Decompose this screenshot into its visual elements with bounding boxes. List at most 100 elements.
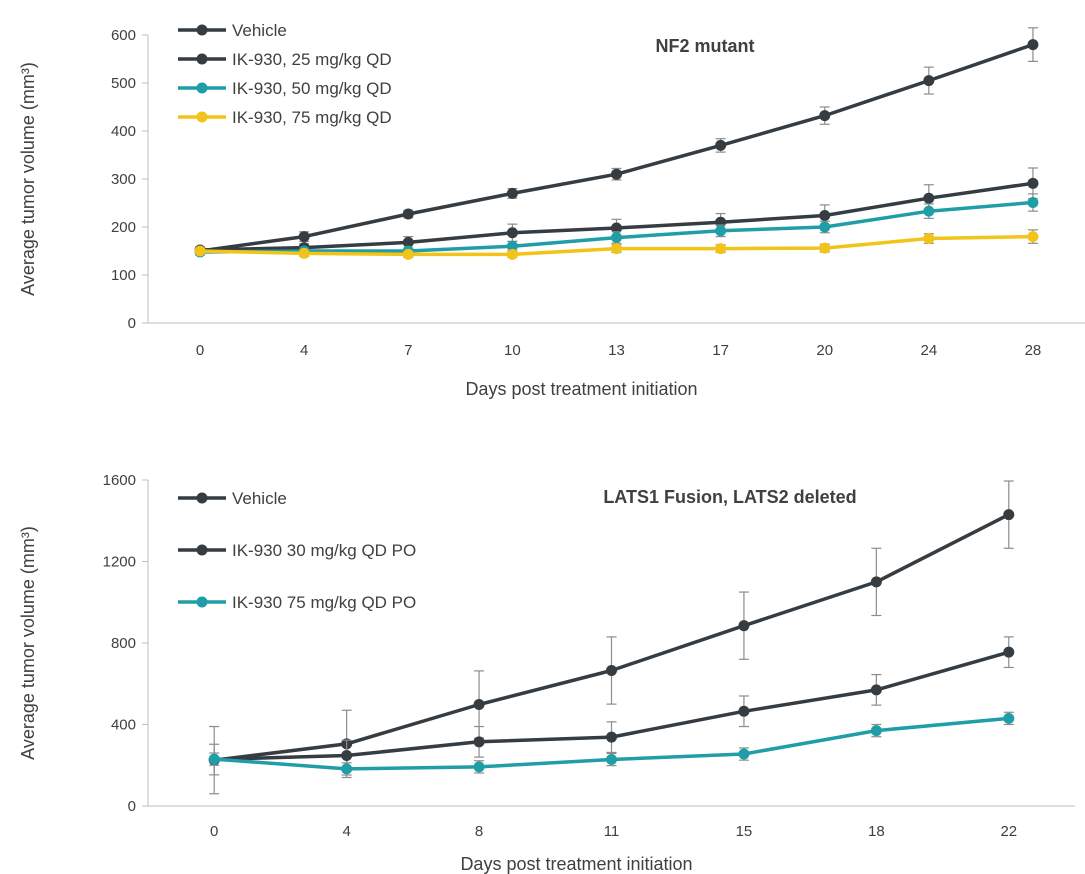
x-tick-label: 28 (1025, 342, 1042, 359)
legend-label: Vehicle (232, 21, 287, 40)
data-point (923, 75, 935, 87)
data-point (341, 749, 353, 761)
data-point (606, 754, 617, 766)
y-tick-label: 500 (111, 75, 136, 92)
data-point (738, 705, 750, 717)
series-3 (208, 711, 1015, 776)
data-point (298, 247, 310, 259)
data-point (819, 110, 831, 122)
legend-label: Vehicle (232, 489, 287, 508)
data-point (402, 208, 414, 220)
data-point (1027, 197, 1039, 209)
legend-label: IK-930, 50 mg/kg QD (232, 79, 392, 98)
y-tick-label: 1600 (103, 472, 136, 489)
data-point (473, 761, 485, 773)
chart-2: 0 400 800 1200 1600 0 4 8 11 15 18 22 Days post trea… (18, 472, 1075, 874)
data-point (473, 699, 485, 711)
x-tick-label: 8 (475, 823, 483, 840)
data-point (1003, 646, 1015, 658)
data-point (1003, 712, 1015, 724)
data-point (402, 236, 414, 248)
legend-swatch-marker (196, 82, 208, 94)
data-point (341, 763, 353, 775)
x-tick-label: 17 (712, 342, 729, 359)
legend-swatch-marker (196, 492, 208, 504)
legend-swatch-marker (196, 596, 208, 608)
y-tick-label: 600 (111, 27, 136, 44)
legend-label: IK-930, 25 mg/kg QD (232, 50, 392, 69)
data-point (473, 736, 485, 748)
data-point (923, 233, 935, 245)
data-point (194, 245, 206, 257)
legend-label: IK-930 75 mg/kg QD PO (232, 593, 416, 612)
data-point (611, 222, 622, 234)
y-tick-label: 200 (111, 219, 136, 236)
data-point (870, 576, 882, 588)
chart-title: LATS1 Fusion, LATS2 deleted (603, 487, 856, 507)
data-point (715, 225, 727, 237)
series-4 (194, 229, 1039, 260)
data-point (923, 192, 935, 204)
data-point (506, 187, 518, 199)
chart-1: 0 100 200 300 400 500 600 0 4 7 10 13 17 20 24 28 Days p… (18, 21, 1085, 399)
legend-label: IK-930 30 mg/kg QD PO (232, 541, 416, 560)
x-tick-label: 11 (604, 823, 620, 840)
data-point (1027, 231, 1039, 243)
x-tick-label: 13 (608, 342, 625, 359)
chart-title: NF2 mutant (656, 36, 755, 56)
x-tick-label: 20 (816, 342, 833, 359)
data-point (506, 240, 518, 252)
data-point (506, 248, 518, 260)
data-point (611, 232, 622, 244)
data-point (819, 209, 831, 221)
data-point (923, 205, 935, 217)
y-tick-label: 800 (111, 635, 136, 652)
data-point (506, 227, 518, 239)
y-tick-label: 300 (111, 171, 136, 188)
data-point (715, 139, 727, 151)
data-point (611, 243, 622, 255)
x-tick-label: 4 (342, 823, 350, 840)
x-tick-label: 4 (300, 342, 308, 359)
data-point (298, 231, 310, 243)
x-tick-label: 22 (1000, 823, 1017, 840)
data-point (715, 243, 727, 255)
data-point (1027, 177, 1039, 189)
x-tick-label: 18 (868, 823, 885, 840)
x-tick-label: 0 (210, 823, 218, 840)
y-tick-label: 400 (111, 123, 136, 140)
legend-swatch-marker (196, 544, 208, 556)
x-axis-title: Days post treatment initiation (465, 379, 697, 399)
legend-swatch-marker (196, 53, 208, 65)
data-point (1003, 509, 1015, 521)
x-tick-label: 7 (404, 342, 412, 359)
x-tick-label: 0 (196, 342, 204, 359)
x-tick-label: 24 (920, 342, 937, 359)
data-point (1027, 39, 1039, 51)
x-tick-label: 10 (504, 342, 521, 359)
data-point (819, 242, 831, 254)
x-axis-title: Days post treatment initiation (460, 854, 692, 874)
legend-swatch-marker (196, 111, 208, 123)
y-axis-title: Average tumor volume (mm³) (18, 62, 38, 296)
data-point (208, 753, 220, 765)
y-tick-label: 0 (128, 315, 136, 332)
y-tick-label: 100 (111, 267, 136, 284)
data-point (819, 221, 831, 233)
data-point (738, 748, 750, 760)
y-axis-title: Average tumor volume (mm³) (18, 526, 38, 760)
data-point (870, 684, 882, 696)
legend-label: IK-930, 75 mg/kg QD (232, 108, 392, 127)
data-point (611, 168, 622, 180)
y-tick-label: 400 (111, 717, 136, 734)
data-point (606, 665, 617, 677)
data-point (402, 248, 414, 260)
data-point (606, 731, 617, 743)
data-point (870, 725, 882, 737)
y-tick-label: 1200 (103, 554, 136, 571)
data-point (738, 620, 750, 632)
y-tick-label: 0 (128, 798, 136, 815)
x-tick-label: 15 (736, 823, 753, 840)
